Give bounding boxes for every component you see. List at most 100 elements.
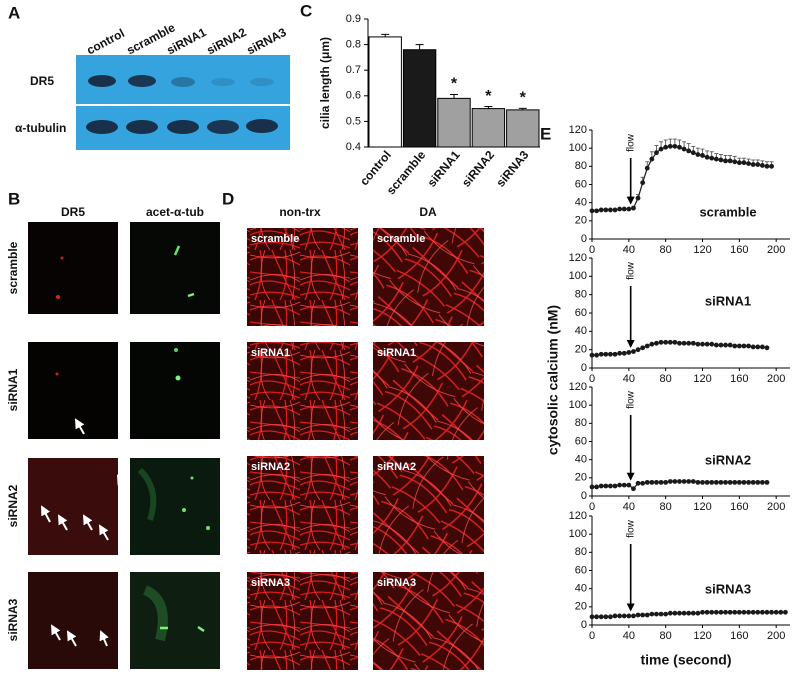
point — [677, 340, 682, 346]
point — [741, 609, 747, 615]
point — [704, 609, 710, 615]
point — [589, 614, 595, 620]
y-tick-label: 0 — [581, 362, 587, 374]
point — [736, 160, 742, 166]
point — [644, 612, 650, 618]
y-tick-label: 0 — [581, 490, 587, 502]
panel-letter: B — [8, 189, 20, 208]
point — [612, 613, 618, 619]
x-tick-label: 120 — [693, 501, 711, 513]
point — [718, 479, 724, 485]
point — [644, 165, 650, 171]
image-label: scramble — [377, 233, 425, 245]
point — [690, 340, 696, 346]
point — [764, 609, 770, 615]
lane-label: siRNA3 — [244, 25, 289, 58]
point — [690, 479, 696, 484]
point — [723, 342, 728, 348]
point — [658, 479, 664, 485]
x-tick-label: 40 — [623, 501, 635, 513]
point — [759, 479, 765, 485]
x-tick-label: 80 — [660, 373, 672, 385]
y-tick-label: 120 — [569, 381, 587, 393]
point — [713, 479, 719, 485]
panel-letter: D — [222, 189, 234, 208]
x-tick-label: siRNA2 — [459, 148, 497, 190]
point — [741, 343, 747, 349]
point — [594, 614, 600, 620]
point — [603, 483, 609, 489]
y-tick-label: 120 — [569, 252, 587, 264]
point — [640, 345, 646, 351]
y-tick-label: 120 — [569, 124, 587, 136]
lane-label: siRNA2 — [204, 25, 249, 58]
image-label: siRNA1 — [377, 347, 416, 359]
point — [681, 146, 687, 152]
point — [649, 156, 655, 162]
row-label: scramble — [6, 241, 20, 294]
point — [695, 479, 701, 485]
y-tick-label: 0.8 — [346, 39, 361, 51]
point — [746, 343, 751, 349]
panel-letter: C — [300, 1, 312, 20]
panel-letter: E — [540, 124, 551, 143]
point — [769, 163, 774, 169]
y-tick-label: 20 — [575, 215, 587, 227]
point — [755, 609, 761, 615]
point — [635, 347, 641, 353]
x-tick-label: 0 — [589, 501, 595, 513]
x-tick-label: 120 — [693, 373, 711, 385]
x-tick-label: 160 — [730, 373, 748, 385]
point — [589, 484, 595, 490]
point — [672, 143, 678, 149]
micrograph — [373, 572, 484, 670]
x-tick-label: 200 — [767, 630, 785, 642]
point — [654, 340, 659, 346]
point — [736, 343, 742, 349]
x-tick-label: 200 — [767, 501, 785, 513]
point — [755, 162, 761, 167]
y-tick-label: 0 — [581, 233, 587, 245]
significance: * — [451, 76, 458, 93]
x-tick-label: 0 — [589, 630, 595, 642]
point — [672, 610, 678, 616]
point — [617, 206, 623, 212]
x-tick-label: 0 — [589, 244, 595, 256]
point — [704, 341, 710, 347]
point — [727, 158, 733, 164]
x-tick-label: 160 — [730, 501, 748, 513]
row-label: siRNA3 — [6, 598, 20, 641]
micrograph — [247, 572, 358, 670]
bar — [506, 109, 540, 148]
point — [621, 206, 627, 212]
x-tick-label: 80 — [660, 630, 672, 642]
point — [640, 480, 646, 486]
point — [764, 479, 770, 485]
point — [635, 195, 641, 201]
point — [663, 144, 669, 150]
point — [746, 609, 751, 615]
image-label: siRNA1 — [251, 347, 290, 359]
point — [764, 345, 770, 351]
point — [667, 610, 673, 616]
annotation: flow — [625, 519, 636, 538]
point — [700, 479, 705, 485]
point — [621, 613, 627, 619]
y-tick-label: 60 — [575, 564, 587, 576]
significance: * — [520, 90, 527, 107]
blot — [76, 55, 290, 150]
y-tick-label: 40 — [575, 583, 587, 595]
y-tick-label: 80 — [575, 289, 587, 301]
point — [686, 148, 692, 154]
point — [732, 479, 738, 485]
point — [598, 614, 604, 620]
point — [608, 483, 613, 489]
y-tick-label: 80 — [575, 546, 587, 558]
point — [598, 483, 604, 489]
point — [690, 150, 696, 156]
y-tick-label: 20 — [575, 472, 587, 484]
point — [723, 158, 728, 164]
line — [592, 145, 772, 212]
point — [718, 609, 724, 615]
bar — [368, 36, 402, 148]
